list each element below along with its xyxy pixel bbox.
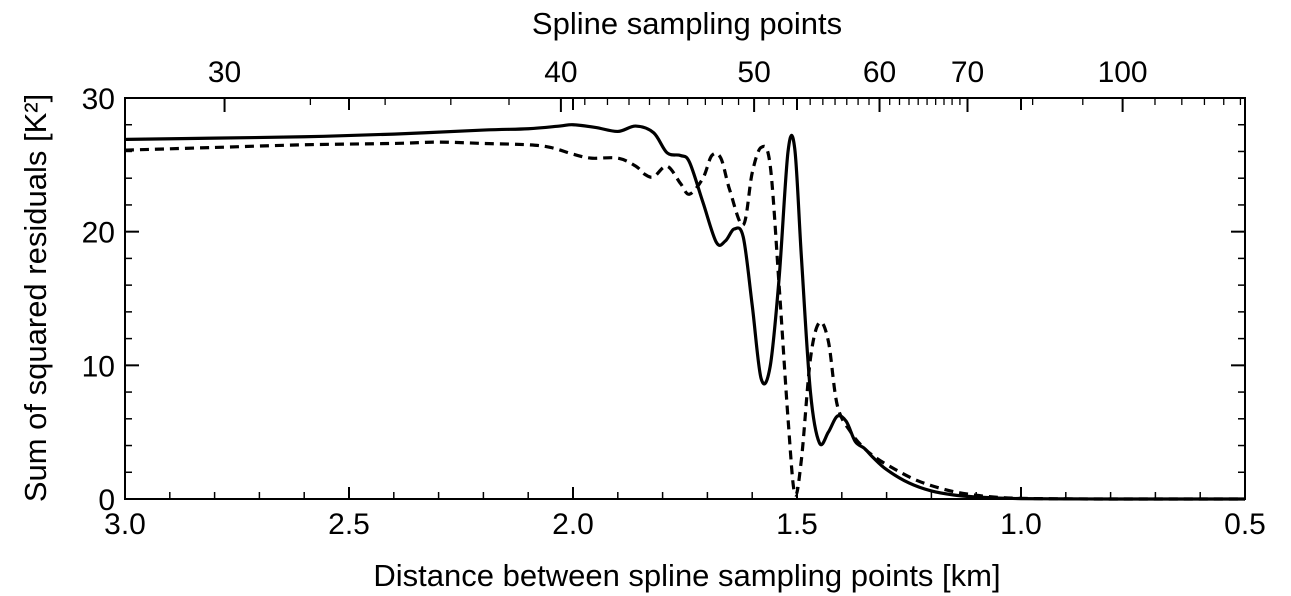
x-tick-label: 2.5 <box>328 508 370 541</box>
tick-labels: 3.0 2.5 2.0 1.5 1.0 0.5 0 10 20 30 30 40 50 60 70 100 <box>82 56 1266 541</box>
top-tick-label: 100 <box>1098 56 1148 89</box>
series-solid-line <box>124 123 1245 501</box>
top-tick-label: 70 <box>951 56 984 89</box>
top-axis-title: Spline sampling points <box>532 6 842 41</box>
series-dashed-line <box>124 140 1245 501</box>
x-tick-label: 2.0 <box>552 508 594 541</box>
y-tick-label: 20 <box>82 217 115 250</box>
y-tick-label: 30 <box>82 83 115 116</box>
plot-frame <box>124 97 1246 500</box>
top-tick-label: 60 <box>863 56 896 89</box>
top-tick-label: 30 <box>208 56 241 89</box>
y-tick-label: 10 <box>82 350 115 383</box>
x-tick-label: 0.5 <box>1224 508 1266 541</box>
series-lines <box>124 123 1245 501</box>
x-tick-label: 3.0 <box>104 508 146 541</box>
top-tick-label: 50 <box>737 56 770 89</box>
y-axis-title: Sum of squared residuals [K²] <box>18 94 53 502</box>
y-tick-label: 0 <box>98 484 115 517</box>
x-tick-label: 1.0 <box>1000 508 1042 541</box>
top-tick-label: 40 <box>544 56 577 89</box>
x-axis-title: Distance between spline sampling points … <box>373 558 1000 593</box>
x-tick-label: 1.5 <box>776 508 818 541</box>
